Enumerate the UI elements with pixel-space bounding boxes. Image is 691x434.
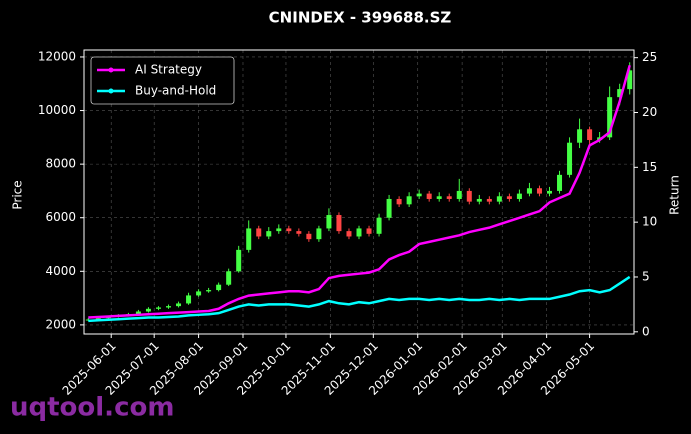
plot-frame [83,49,635,335]
candle-body [176,303,182,307]
candle-body [266,231,272,237]
series-line [88,65,631,319]
candle-body [346,231,352,237]
candle-body [516,193,522,199]
y-tick-label: 2000 [45,317,76,331]
y2-tick-label: 5 [642,269,650,283]
candle-body [436,196,442,199]
candle-body [567,142,573,175]
candle-body [286,228,292,232]
y2-tick-label: 0 [642,324,650,338]
chart-title: CNINDEX - 399688.SZ [269,9,452,27]
candle-body [386,198,392,218]
candle-body [256,228,262,237]
candle-body [356,228,362,237]
candle-body [276,228,282,232]
candle-body [506,196,512,199]
candle-body [557,174,563,191]
watermark: uqtool.com [10,393,174,423]
candle-body [466,190,472,202]
candle-body [326,215,332,229]
candle-body [196,291,202,296]
y2-tick-label: 20 [642,105,657,119]
candle-body [186,295,192,304]
candle-body [336,215,342,232]
candle-body [226,271,232,285]
candle-body [456,190,462,199]
candle-body [206,290,212,292]
candle-body [145,308,151,312]
y2-tick-label: 10 [642,215,657,229]
candle-body [426,193,432,199]
candle-body [216,284,222,291]
candle-body [396,198,402,205]
candle-body [627,70,633,90]
y-tick-label: 12000 [38,49,76,63]
candle-body [135,311,141,315]
candle-body [155,307,161,309]
candle-body [296,231,302,234]
candle-body [617,89,623,98]
candle-body [416,193,422,197]
legend-box [90,56,235,105]
y-tick-label: 10000 [38,103,76,117]
y2-tick-label: 25 [642,50,657,64]
y-axis-label: Price [11,180,25,209]
legend-label: Buy-and-Hold [135,84,216,98]
candle-body [476,198,482,202]
candle-body [166,306,172,308]
legend-marker [108,67,114,73]
candle-body [236,249,242,272]
y2-tick-label: 15 [642,160,657,174]
candle-body [446,196,452,199]
y2-axis-label: Return [668,175,682,215]
candle-body [246,228,252,250]
y-tick-label: 6000 [45,210,76,224]
candle-body [95,318,101,320]
legend-label: AI Strategy [135,63,202,77]
candle-body [316,228,322,240]
candle-body [587,129,593,141]
candle-body [406,196,412,205]
candle-body [376,217,382,234]
candle-body [536,188,542,194]
series-line [88,275,631,323]
legend-marker [108,88,114,94]
candle-body [306,233,312,240]
candle-body [607,97,613,138]
y-tick-label: 4000 [45,264,76,278]
candle-body [496,196,502,202]
candle-body [486,198,492,202]
candle-body [526,188,532,194]
y-tick-label: 8000 [45,157,76,171]
candle-body [366,228,372,234]
candle-body [546,190,552,194]
candle-body [577,129,583,143]
